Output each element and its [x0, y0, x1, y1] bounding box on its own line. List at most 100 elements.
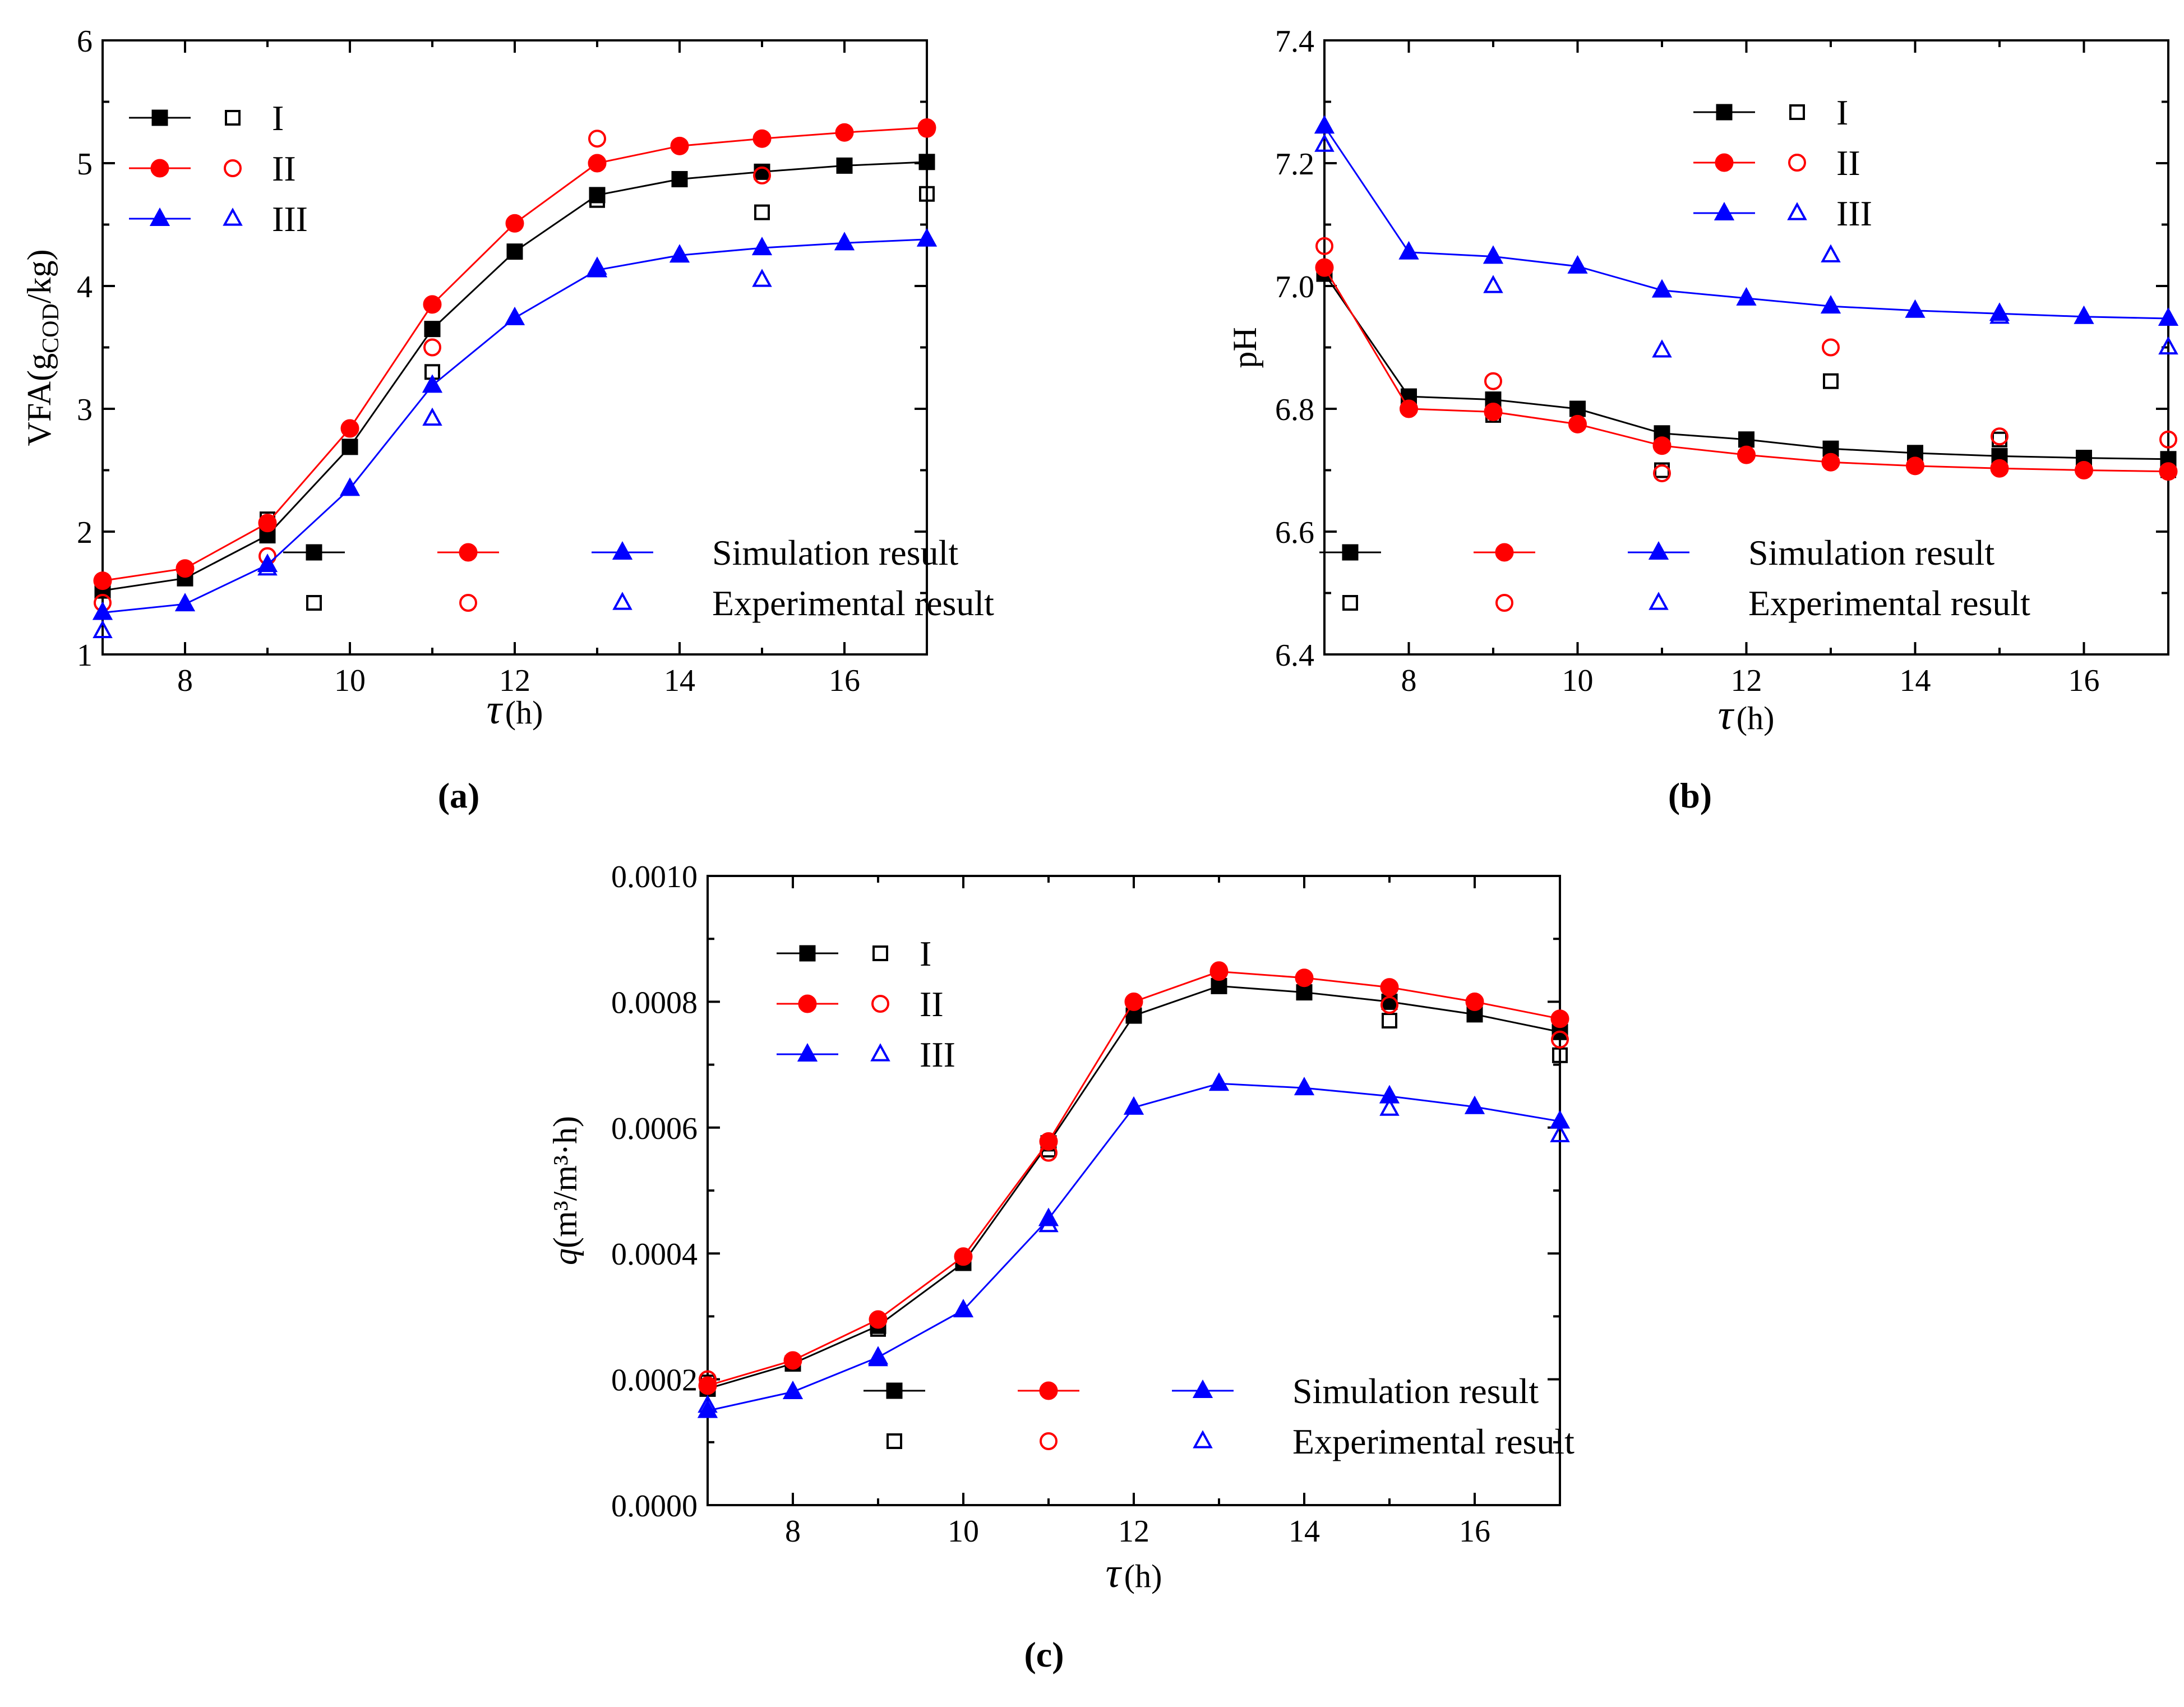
- data-layer: [697, 961, 1571, 1418]
- x-tick-label: 14: [1289, 1514, 1320, 1549]
- x-tick-label: 8: [785, 1514, 801, 1549]
- legend-label-III: III: [1836, 193, 1872, 233]
- sim-point-III: [339, 477, 361, 496]
- legend-sim-marker-II: [459, 543, 478, 562]
- sim-point-III: [697, 1399, 718, 1418]
- y-tick-label: 0.0000: [611, 1489, 698, 1524]
- legend-exp-marker-II: [1495, 594, 1513, 612]
- x-tick-label: 8: [1401, 663, 1417, 698]
- sim-point-II: [1550, 1009, 1569, 1028]
- x-tick-label: 12: [1731, 663, 1762, 698]
- sim-point-III: [1905, 299, 1926, 318]
- sim-point-II: [954, 1247, 973, 1266]
- legend-marker-open-II: [871, 995, 889, 1013]
- y-tick-label: 0.0010: [611, 860, 698, 894]
- legend-sim-marker-III: [612, 541, 633, 560]
- panel-label: (c): [1024, 1635, 1064, 1674]
- y-tick-label: 0.0006: [611, 1111, 698, 1146]
- x-tick-label: 16: [829, 663, 860, 698]
- y-tick-label: 7.0: [1275, 270, 1314, 305]
- y-tick-label: 7.4: [1275, 24, 1314, 59]
- legend-marker-filled-I: [1716, 104, 1733, 121]
- y-axis-label: q(m³/m³·h): [547, 1116, 584, 1265]
- sim-point-II: [1295, 968, 1314, 988]
- exp-point-II: [588, 130, 606, 148]
- sim-point-III: [953, 1299, 974, 1318]
- sim-point-I: [1296, 984, 1313, 1001]
- panel-label: (a): [438, 776, 480, 815]
- sim-point-II: [1484, 402, 1503, 421]
- exp-point-II: [1210, 961, 1228, 980]
- sim-point-II: [2075, 461, 2093, 479]
- sim-point-II: [505, 214, 524, 233]
- sim-point-I: [1211, 977, 1227, 994]
- y-tick-label: 6: [77, 24, 93, 59]
- legend-label-III: III: [272, 199, 308, 239]
- legend-exp-marker-II: [1040, 1432, 1058, 1450]
- sim-point-I: [589, 187, 606, 204]
- legend-sim-marker-III: [1192, 1379, 1213, 1398]
- legend-simulation-label: Simulation result: [1292, 1371, 1539, 1411]
- x-axis-label: τ (h): [1106, 1549, 1162, 1597]
- legend-exp-marker-III: [612, 592, 632, 610]
- exp-point-II: [753, 166, 771, 184]
- y-tick-label: 3: [77, 393, 93, 427]
- sim-point-II: [1380, 978, 1399, 997]
- legend-marker-filled-II: [150, 159, 169, 178]
- x-axis-unit: (h): [1737, 700, 1775, 736]
- exp-point-III: [1652, 339, 1672, 358]
- sim-point-II: [698, 1376, 717, 1395]
- legend-exp-marker-I: [886, 1433, 902, 1449]
- legend-marker-filled-III: [797, 1042, 818, 1062]
- exp-point-I: [919, 186, 935, 202]
- exp-point-III: [422, 407, 442, 426]
- sim-point-I: [506, 243, 523, 260]
- sim-point-III: [1314, 115, 1335, 134]
- legend-experimental-label: Experimental result: [712, 583, 994, 623]
- sim-point-III: [669, 244, 690, 263]
- sim-point-II: [670, 136, 689, 155]
- sim-point-III: [92, 601, 113, 620]
- y-label-q: q: [547, 1248, 584, 1265]
- exp-point-II: [423, 338, 441, 357]
- sim-point-III: [751, 237, 773, 256]
- exp-point-III: [257, 557, 278, 576]
- x-tick-label: 10: [334, 663, 366, 698]
- x-tick-label: 12: [499, 663, 530, 698]
- legend-label-I: I: [1836, 93, 1848, 132]
- legend-exp-marker-III: [1649, 592, 1669, 610]
- y-label-rest: (m³/m³·h): [547, 1116, 584, 1248]
- sim-point-II: [1568, 414, 1587, 433]
- y-tick-label: 6.6: [1275, 515, 1314, 550]
- y-label-sub: COD: [38, 303, 64, 353]
- legend-marker-open-III: [1787, 202, 1807, 220]
- sim-point-III: [174, 593, 196, 612]
- sim-point-I: [1738, 431, 1754, 448]
- legend-marker-filled-III: [1714, 201, 1735, 220]
- y-axis-label: VFA(gCOD/kg): [21, 250, 64, 446]
- legend-marker-open-I: [225, 110, 241, 126]
- exp-point-III: [917, 228, 937, 247]
- sim-point-III: [782, 1380, 804, 1400]
- sim-point-III: [1294, 1077, 1315, 1096]
- legend-sim-marker-I: [886, 1382, 903, 1399]
- legend-label-I: I: [272, 98, 284, 138]
- sim-point-II: [752, 129, 772, 148]
- sim-point-II: [1124, 992, 1143, 1011]
- legend-experimental-label: Experimental result: [1748, 583, 2030, 623]
- y-tick-label: 7.2: [1275, 147, 1314, 182]
- x-axis-label: τ (h): [487, 686, 543, 733]
- sim-point-II: [1906, 456, 1924, 476]
- legend-exp-marker-I: [306, 595, 322, 611]
- exp-point-II: [2159, 430, 2177, 449]
- legend-marker-open-II: [1788, 154, 1806, 172]
- data-layer: [92, 118, 938, 638]
- exp-point-III: [868, 1348, 888, 1367]
- exp-point-III: [2158, 336, 2178, 355]
- exp-point-II: [1484, 372, 1502, 390]
- x-tick-label: 8: [177, 663, 193, 698]
- x-tick-label: 12: [1118, 1514, 1149, 1549]
- legend-label-III: III: [920, 1035, 955, 1074]
- legend-marker-filled-II: [798, 994, 817, 1013]
- legend-marker-open-III: [870, 1043, 890, 1062]
